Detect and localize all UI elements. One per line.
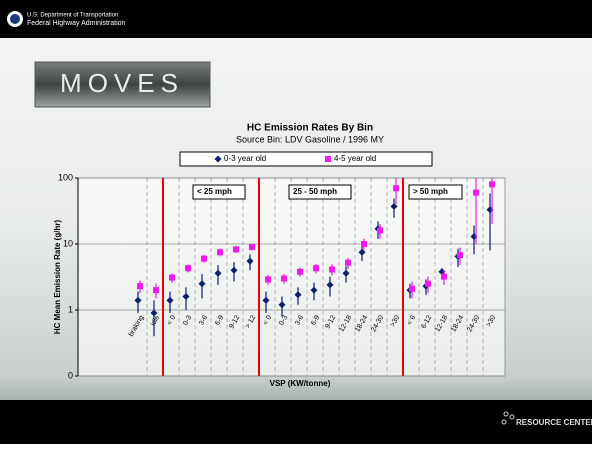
legend-label: 0-3 year old — [224, 154, 266, 163]
point — [342, 269, 350, 277]
point — [278, 301, 286, 309]
point — [297, 268, 303, 275]
y-tick-label: 1 — [68, 304, 73, 314]
point — [153, 287, 159, 294]
point — [294, 291, 302, 299]
agency-line: Federal Highway Administration — [27, 20, 126, 27]
point — [217, 249, 223, 256]
point — [313, 265, 319, 272]
legend-label: 4-5 year old — [334, 154, 376, 163]
point — [390, 202, 398, 210]
seal-inner — [10, 14, 20, 24]
point — [137, 283, 143, 290]
point — [377, 227, 383, 234]
point — [198, 280, 206, 288]
x-tick-label: < 6 — [406, 314, 417, 326]
point — [393, 185, 399, 192]
x-tick-label: 0-3 — [182, 314, 193, 326]
point — [233, 246, 239, 253]
x-tick-label: 0-3 — [278, 314, 289, 326]
y-axis-title: HC Mean Emission Rate (g/hr) — [53, 220, 62, 335]
point — [201, 255, 207, 262]
point — [457, 252, 463, 259]
x-axis-title: VSP (KW/tonne) — [270, 379, 331, 388]
point — [230, 266, 238, 274]
point — [425, 280, 431, 287]
point — [310, 286, 318, 294]
point — [345, 259, 351, 266]
x-tick-label: 6-9 — [214, 314, 225, 326]
point — [214, 269, 222, 277]
y-tick-label: 10 — [63, 238, 73, 248]
point — [150, 309, 158, 317]
point — [169, 274, 175, 281]
point — [134, 296, 142, 304]
plot-area — [77, 177, 506, 377]
point — [185, 265, 191, 272]
x-tick-label: 3-6 — [198, 314, 209, 326]
point — [182, 293, 190, 301]
agency-line: U.S. Department of Transportation — [27, 13, 118, 19]
y-tick-label: 0 — [68, 370, 73, 380]
point — [265, 276, 271, 283]
annotation: < 25 mph — [197, 187, 232, 196]
point — [249, 244, 255, 251]
annotation-box — [192, 184, 246, 200]
point — [329, 266, 335, 273]
point — [358, 248, 366, 256]
legend-marker — [214, 155, 222, 163]
x-tick-label: < 0 — [166, 314, 177, 326]
annotation: 25 - 50 mph — [293, 187, 337, 196]
footer-icon — [509, 414, 515, 420]
point — [166, 296, 174, 304]
legend — [179, 151, 433, 167]
x-tick-label: < 0 — [262, 314, 273, 326]
point — [262, 296, 270, 304]
point — [441, 273, 447, 280]
logo-text: MOVES — [60, 68, 184, 98]
header-bar — [0, 0, 592, 38]
logo-box — [34, 61, 211, 108]
point — [489, 181, 495, 188]
chart-subtitle: Source Bin: LDV Gasoline / 1996 MY — [236, 134, 384, 144]
point — [326, 281, 334, 289]
chart-title: HC Emission Rates By Bin — [247, 123, 373, 134]
x-tick-label: idle — [150, 314, 162, 327]
point — [409, 285, 415, 292]
footer-icon — [501, 419, 507, 425]
point — [473, 189, 479, 196]
y-tick-label: 100 — [58, 172, 73, 182]
x-tick-label: 6-9 — [310, 314, 321, 326]
legend-marker — [325, 156, 331, 162]
footer-bar — [0, 400, 592, 444]
annotation-box — [288, 184, 352, 200]
annotation: > 50 mph — [413, 187, 448, 196]
x-tick-label: 3-6 — [294, 314, 305, 326]
footer-icon — [503, 411, 509, 417]
footer-text: RESOURCE CENTER — [516, 418, 592, 427]
point — [361, 241, 367, 247]
point — [246, 257, 254, 265]
point — [281, 275, 287, 282]
annotation-box — [408, 184, 463, 200]
